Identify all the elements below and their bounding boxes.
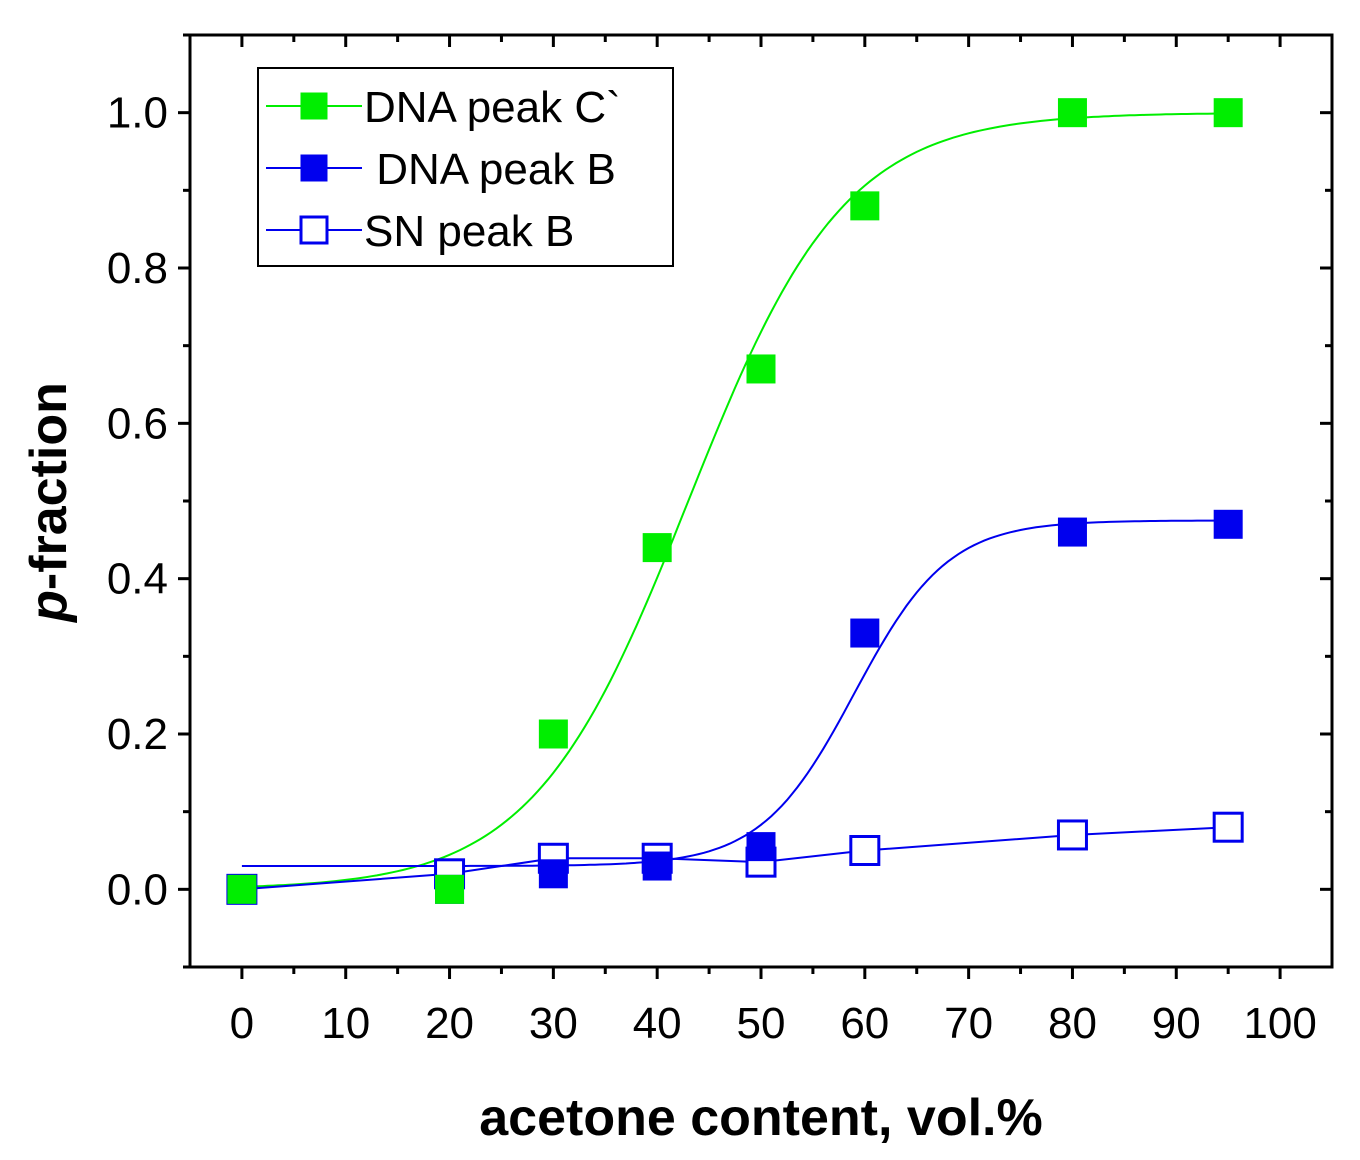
data-point-series-1 [435,874,465,904]
y-axis-title-italic: p [20,590,78,624]
data-point-series-1 [227,874,257,904]
y-tick-label: 1.0 [107,89,168,138]
fit-curve-series-2 [241,519,1229,867]
x-axis-title: acetone content, vol.% [479,1089,1042,1147]
legend: DNA peak C` DNA peak B SN peak B [257,67,674,267]
x-tick-labels: 0 10 20 30 40 50 60 70 80 90 100 [230,999,1317,1048]
x-tick-label: 90 [1152,999,1201,1048]
data-point-series-1 [746,354,776,384]
data-point-series-2 [1057,517,1087,547]
data-points [226,98,1244,905]
y-axis-title-rest: -fraction [20,382,78,590]
y-tick-label: 0.2 [107,710,168,759]
x-tick-label: 30 [529,999,578,1048]
data-point-series-1 [642,533,672,563]
data-point-series-1 [1213,98,1243,128]
x-tick-label: 100 [1243,999,1316,1048]
x-tick-label: 40 [633,999,682,1048]
axis-ticks [178,33,1332,979]
y-tick-labels: 0.0 0.2 0.4 0.6 0.8 1.0 [107,89,168,915]
x-tick-label: 60 [840,999,889,1048]
data-point-series-2 [642,851,672,881]
data-point-series-1 [538,719,568,749]
data-point-series-2 [746,832,776,862]
x-tick-label: 20 [425,999,474,1048]
data-point-series-3 [849,835,881,866]
legend-marker [300,154,328,182]
data-point-series-1 [850,191,880,221]
data-point-series-1 [1057,98,1087,128]
data-point-series-2 [1213,509,1243,539]
y-tick-label: 0.8 [107,244,168,293]
legend-label: DNA peak B [364,145,616,194]
data-point-series-2 [850,618,880,648]
y-axis-title: p-fraction [20,382,78,624]
legend-marker [300,92,328,120]
legend-marker [299,215,329,245]
x-tick-label: 80 [1048,999,1097,1048]
y-tick-label: 0.6 [107,399,168,448]
legend-label: SN peak B [364,207,574,256]
x-tick-label: 10 [321,999,370,1048]
x-tick-label: 50 [737,999,786,1048]
data-point-series-3 [1056,819,1088,851]
y-tick-label: 0.0 [107,865,168,914]
data-point-series-2 [538,859,568,889]
x-tick-label: 70 [944,999,993,1048]
data-point-series-3 [1212,811,1244,843]
y-tick-label: 0.4 [107,555,168,604]
legend-label: DNA peak C` [364,83,621,132]
fit-curve-series-3 [241,826,1229,891]
x-tick-label: 0 [230,999,254,1048]
